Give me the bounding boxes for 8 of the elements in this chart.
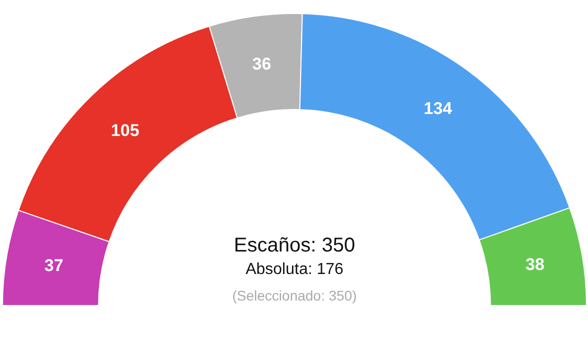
data-label: 37	[44, 256, 64, 276]
text: (Seleccionado: 350)	[232, 288, 357, 304]
text: Absoluta: 176	[246, 261, 344, 278]
text: Escaños: 350	[234, 234, 356, 256]
data-label: 134	[424, 99, 453, 118]
data-label: 36	[252, 54, 272, 74]
data-label: 105	[110, 120, 140, 140]
data-label: 38	[526, 255, 544, 274]
